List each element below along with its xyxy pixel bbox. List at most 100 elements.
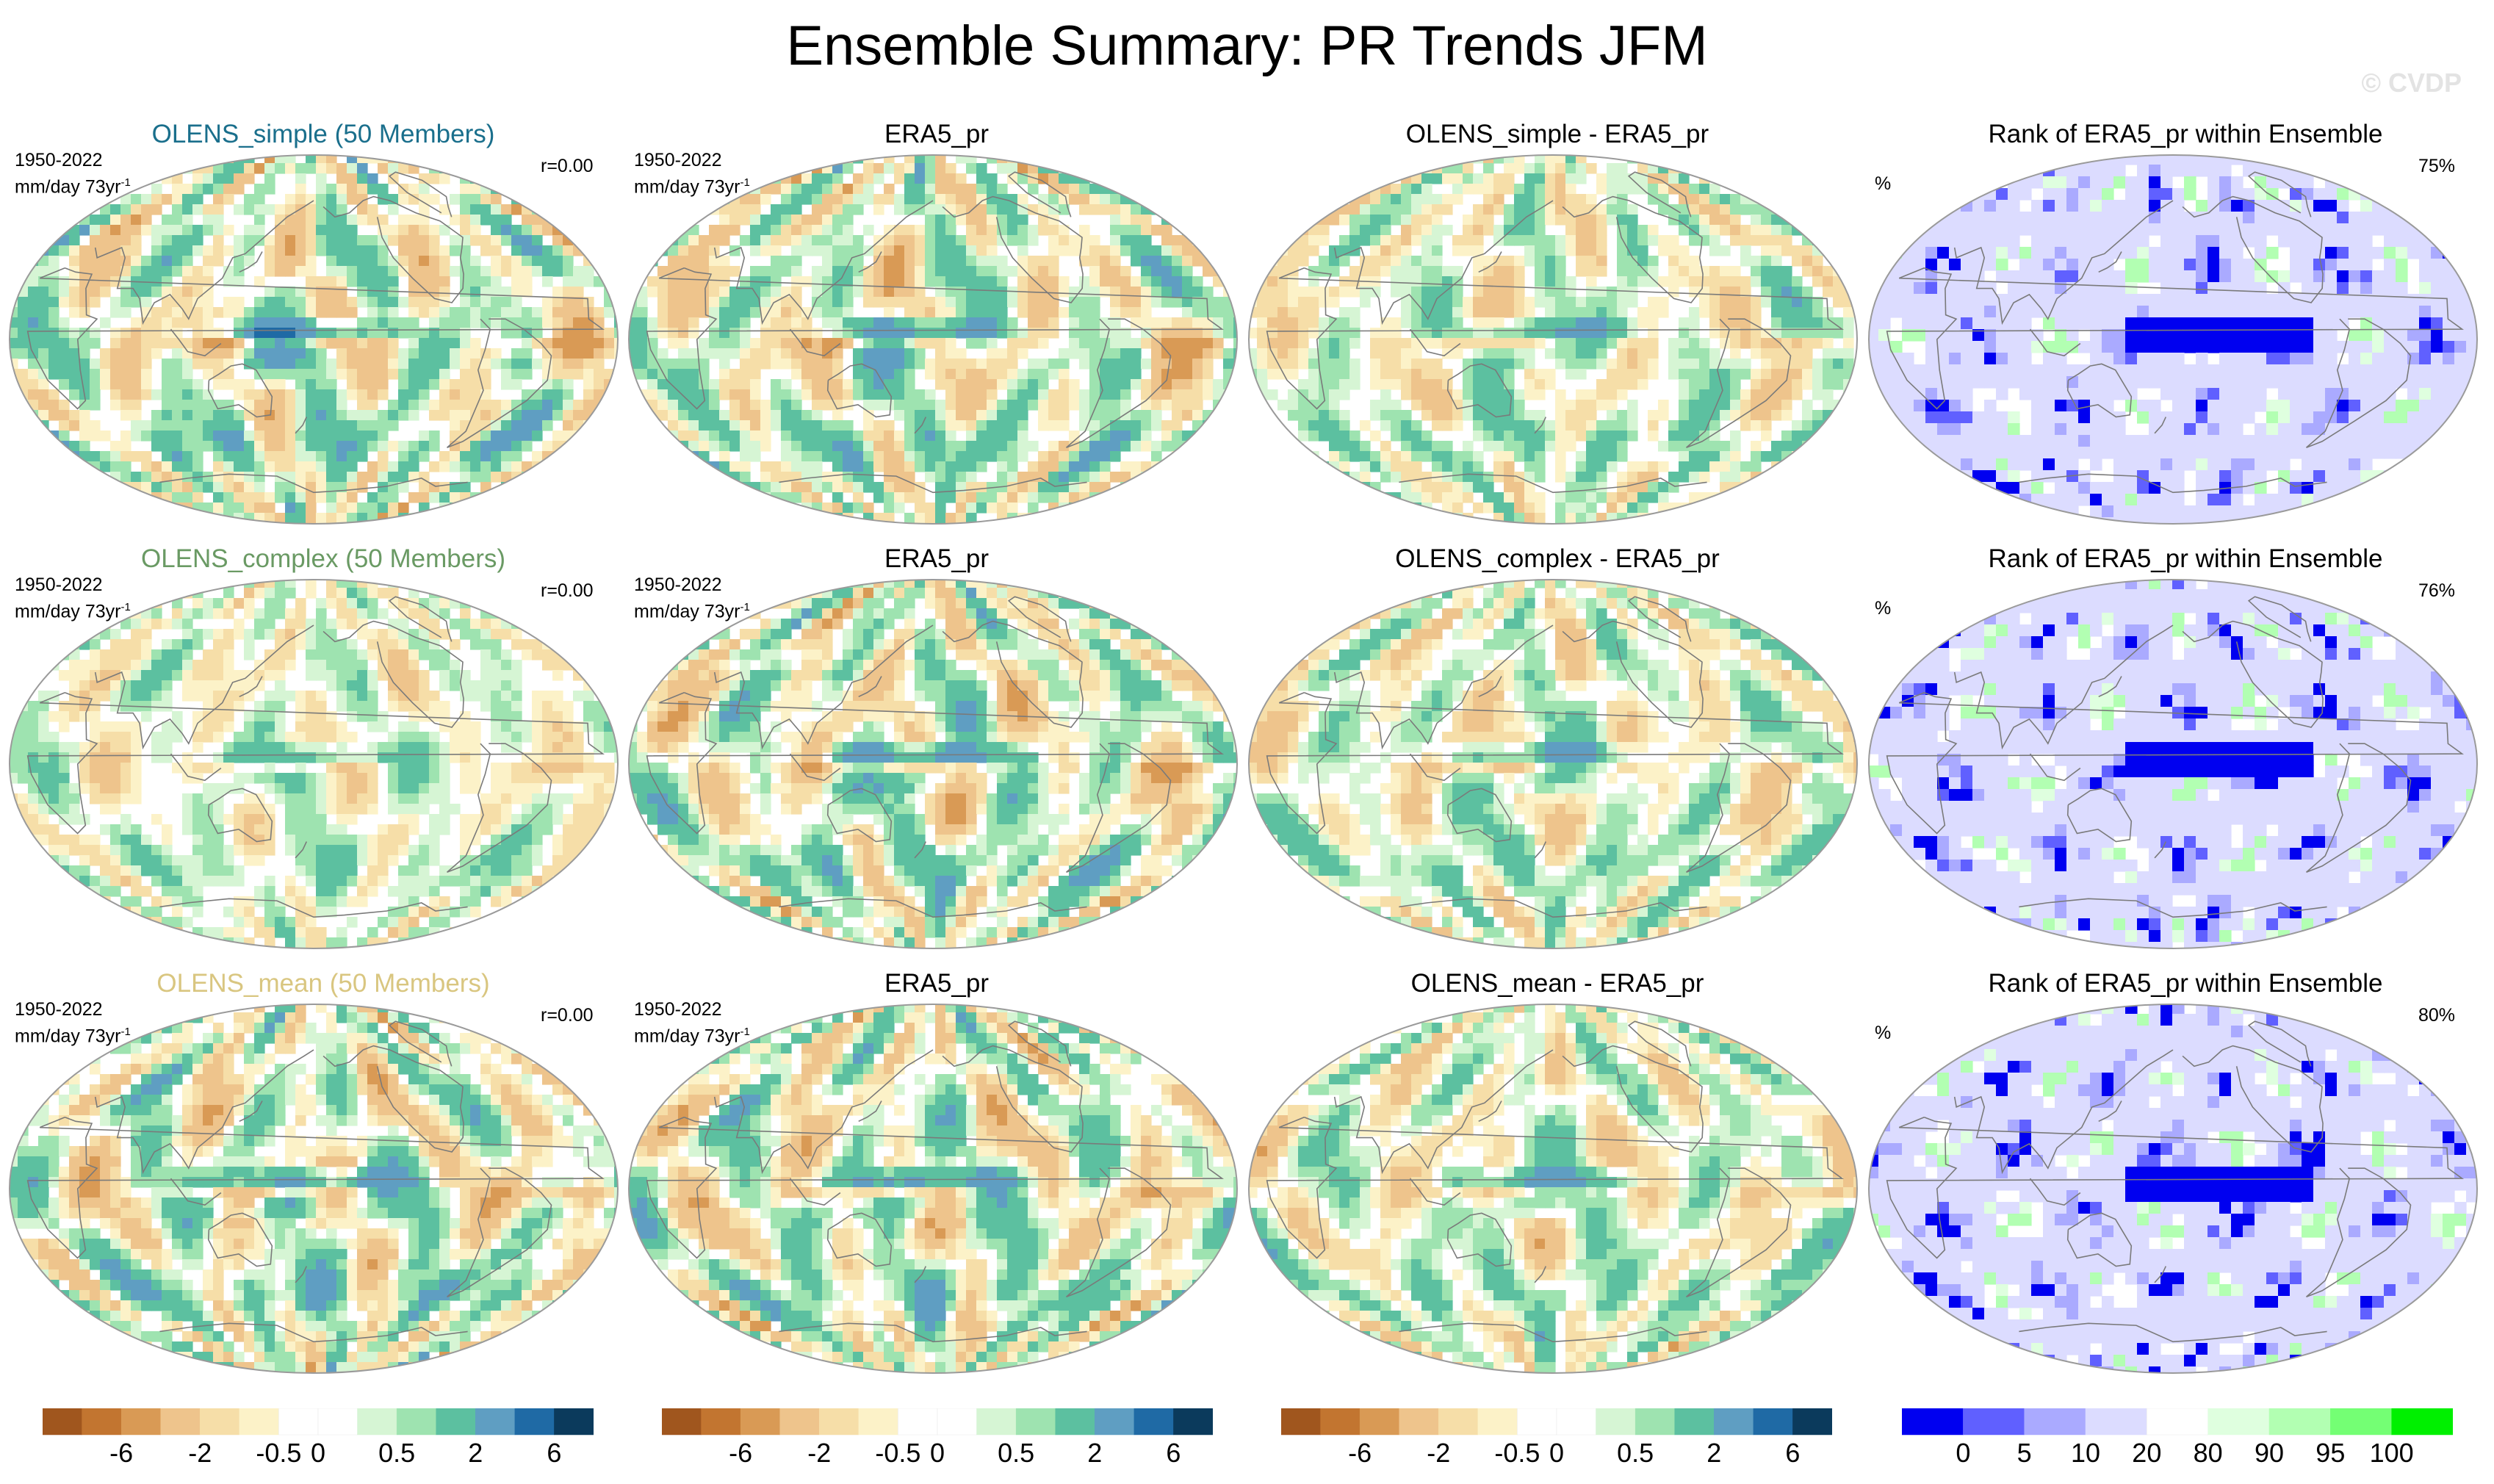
coastline: [789, 753, 841, 782]
units-text: mm/day 73yr: [15, 176, 120, 197]
coastline: [1562, 620, 1704, 728]
coastline: [2182, 1045, 2324, 1153]
colorbar-swatch: [396, 1408, 436, 1436]
coastline: [170, 1178, 222, 1206]
panel-title-rank: Rank of ERA5_pr within Ensemble: [1892, 969, 2479, 998]
coastline: [2306, 743, 2412, 873]
coastline: [2019, 1322, 2327, 1343]
period-label: 1950-2022: [15, 999, 103, 1020]
coastline: [646, 267, 1225, 410]
coastline: [322, 620, 464, 728]
map-outline: [1868, 154, 2478, 525]
coastline: [646, 1117, 1225, 1259]
coastline: [1686, 318, 1792, 448]
coastline: [94, 1049, 314, 1175]
units-exponent: -1: [120, 601, 130, 613]
coastline: [789, 328, 841, 357]
colorbar-tick-label: 0: [1930, 1438, 1996, 1468]
coastline: [239, 676, 263, 698]
coastline: [779, 473, 1087, 494]
colorbar-swatch: [976, 1408, 1017, 1436]
coastline: [942, 620, 1084, 728]
rank-unit-label: %: [1875, 173, 1891, 195]
coastline: [2029, 753, 2081, 782]
colorbar-swatch: [1901, 1408, 1964, 1436]
coastline: [1562, 195, 1704, 303]
coastline: [2247, 596, 2312, 642]
coastline: [207, 1212, 273, 1267]
map-panel-rank-row3: [1867, 1002, 2479, 1379]
units-label: mm/day 73yr-1: [15, 1021, 131, 1047]
colorbar-swatch: [239, 1408, 279, 1436]
coastline: [826, 788, 893, 843]
colorbar-swatch: [1792, 1408, 1833, 1436]
colorbar-tick-label: -0.5: [868, 1438, 927, 1468]
colorbar-swatch: [1963, 1408, 2025, 1436]
colorbar-tick-label: 6: [1763, 1438, 1822, 1468]
colorbar-swatch: [661, 1408, 702, 1436]
colorbar-swatch: [2330, 1408, 2392, 1436]
cvdp-watermark: © CVDP: [2361, 68, 2462, 98]
obs-units-exponent: -1: [740, 601, 749, 613]
rank-percent-label: 80%: [2418, 1005, 2455, 1026]
map-panel-obs-row3: [627, 1002, 1239, 1379]
coastline: [942, 1045, 1084, 1153]
coastline: [858, 676, 882, 698]
map-outline: [9, 579, 619, 949]
rank-unit-label: %: [1875, 598, 1891, 619]
coastline: [1446, 363, 1513, 418]
colorbar-swatch: [1596, 1408, 1636, 1436]
colorbar-swatch: [740, 1408, 780, 1436]
coastline: [646, 692, 1225, 835]
coastline: [2247, 1020, 2312, 1067]
coastline: [1686, 743, 1792, 873]
colorbar-tick-label: 100: [2359, 1438, 2425, 1468]
colorbar-swatch: [2085, 1408, 2147, 1436]
colorbar-swatch: [42, 1408, 82, 1436]
units-exponent: -1: [120, 1026, 130, 1038]
colorbar-swatch: [1280, 1408, 1321, 1436]
colorbar-swatch: [1477, 1408, 1518, 1436]
coastline: [26, 267, 605, 410]
correlation-label: r=0.00: [541, 580, 594, 602]
map-field: [1249, 1004, 1857, 1373]
obs-units-exponent: -1: [740, 1026, 749, 1038]
coastline: [2154, 841, 2167, 859]
map-outline: [1248, 154, 1858, 525]
map-panel-diff-row2: [1247, 577, 1859, 954]
coastline: [2306, 318, 2412, 448]
coastline: [295, 1266, 308, 1283]
coastline: [1886, 1117, 2465, 1259]
coastline: [388, 1020, 453, 1067]
colorbar-tick-label: 80: [2175, 1438, 2241, 1468]
colorbar-tick-label: 0: [908, 1438, 967, 1468]
coastline: [1399, 473, 1707, 494]
coastline: [2182, 195, 2324, 303]
coastline: [447, 1167, 552, 1297]
period-label: 1950-2022: [15, 150, 103, 171]
map-outline: [1868, 1004, 2478, 1374]
colorbar-swatch: [278, 1408, 319, 1436]
coastline: [713, 624, 934, 750]
coastline: [447, 743, 552, 873]
coastline: [942, 195, 1084, 303]
coastline: [1409, 1178, 1461, 1206]
coastline: [1409, 753, 1461, 782]
coastline: [295, 417, 308, 434]
obs-units-label: mm/day 73yr-1: [634, 172, 750, 198]
coastline: [170, 753, 222, 782]
coastline: [1886, 692, 2465, 835]
colorbar-swatch: [2391, 1408, 2454, 1436]
coastline: [2019, 898, 2327, 918]
panel-title-diff: OLENS_complex - ERA5_pr: [1264, 544, 1851, 574]
obs-period-label: 1950-2022: [634, 574, 722, 596]
colorbar-tick-label: -6: [711, 1438, 770, 1468]
coastline: [1953, 1049, 2174, 1175]
colorbar-swatch: [436, 1408, 476, 1436]
obs-units-label: mm/day 73yr-1: [634, 597, 750, 622]
colorbar-tick-label: 0.5: [987, 1438, 1045, 1468]
coastline: [1399, 898, 1707, 918]
colorbar-swatch: [357, 1408, 397, 1436]
coastline: [858, 251, 882, 273]
coastline: [1562, 1045, 1704, 1153]
